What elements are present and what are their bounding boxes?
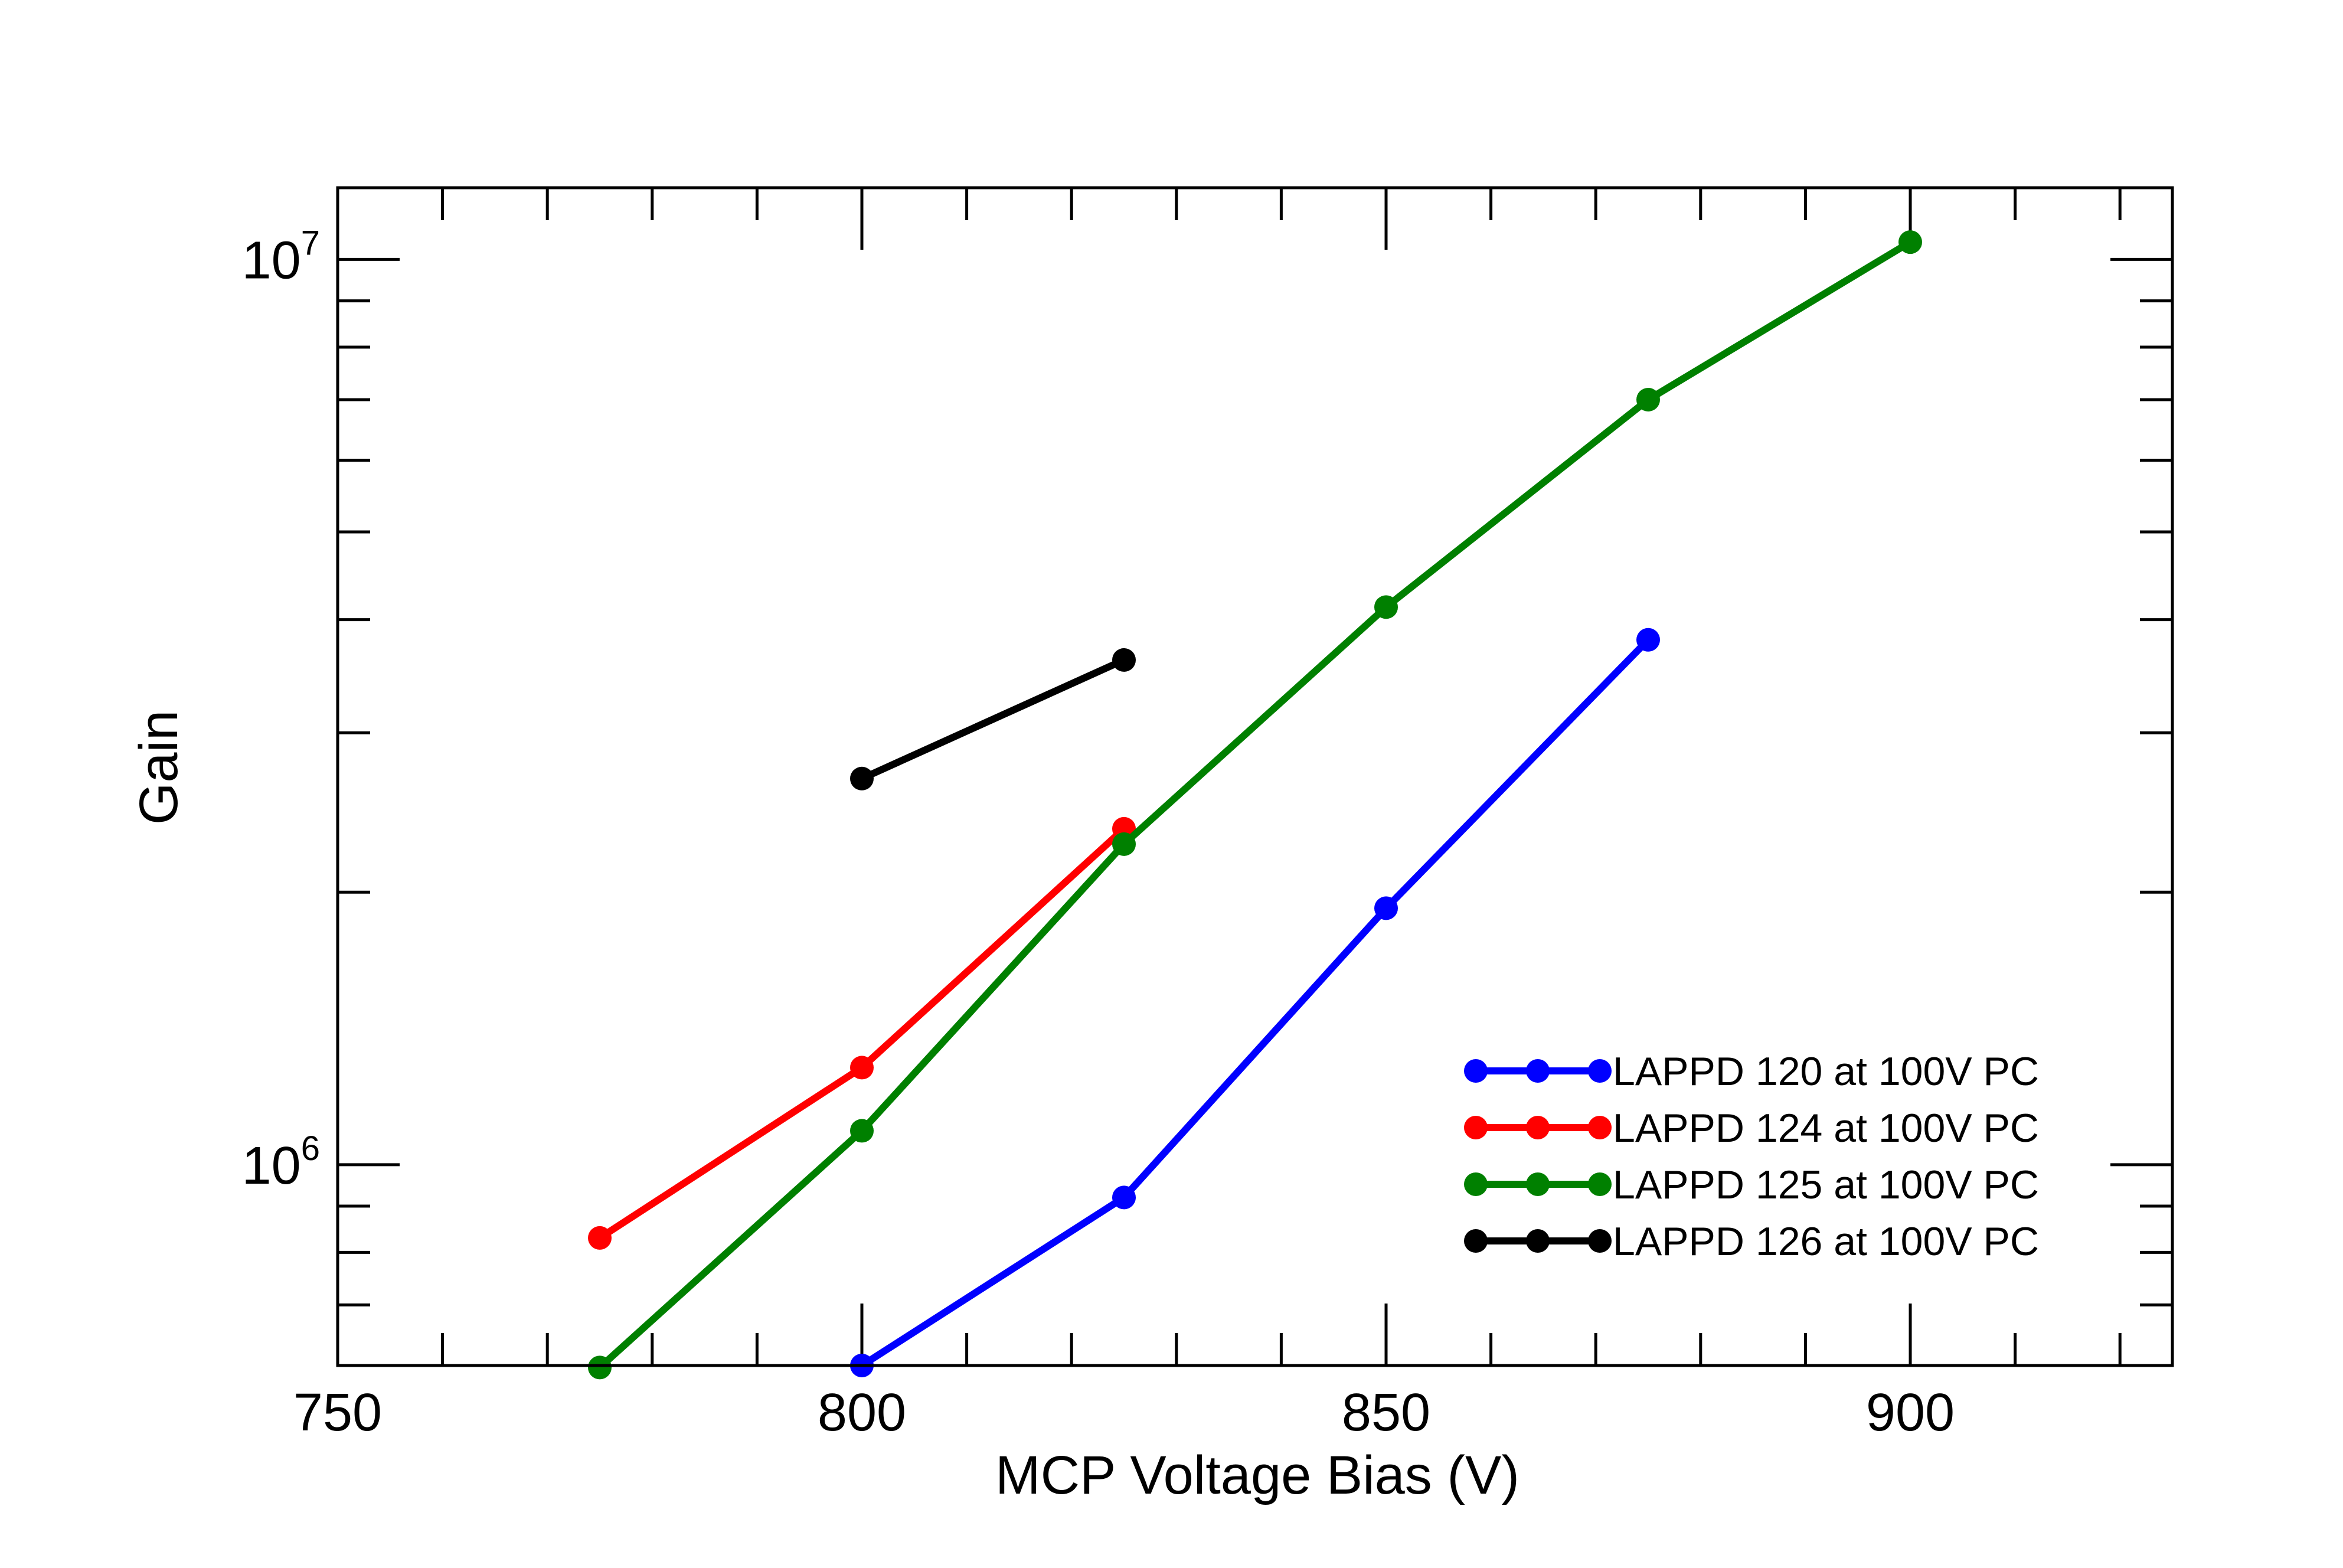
- data-point: [588, 1226, 612, 1250]
- legend-swatch-marker: [1526, 1172, 1550, 1196]
- legend-swatch-marker: [1588, 1059, 1612, 1083]
- legend-swatch-marker: [1588, 1172, 1612, 1196]
- legend-swatch-marker: [1588, 1116, 1612, 1139]
- tick-labels: 750 800 850 900 106 107: [242, 224, 1955, 1442]
- legend-swatch-marker: [1464, 1172, 1488, 1196]
- data-point: [1374, 595, 1398, 619]
- legend-swatch-marker: [1526, 1229, 1550, 1253]
- legend-label: LAPPD 120 at 100V PC: [1613, 1049, 2039, 1094]
- legend-swatch-marker: [1464, 1229, 1488, 1253]
- legend-swatch-marker: [1588, 1229, 1612, 1253]
- legend-label: LAPPD 125 at 100V PC: [1613, 1162, 2039, 1207]
- series-4: [850, 648, 1136, 790]
- legend-swatch-marker: [1526, 1116, 1550, 1139]
- plot-frame: [336, 186, 2174, 1367]
- data-point: [850, 1056, 874, 1080]
- tick-marks: [338, 188, 2172, 1366]
- legend-label: LAPPD 124 at 100V PC: [1613, 1106, 2039, 1151]
- data-point: [1112, 648, 1136, 672]
- data-point: [1898, 230, 1922, 254]
- legend-label: LAPPD 126 at 100V PC: [1613, 1219, 2039, 1264]
- y-tick-label: 106: [242, 1129, 320, 1195]
- series-line: [860, 637, 1651, 1369]
- series-line: [860, 656, 1126, 782]
- x-tick-label: 750: [293, 1383, 382, 1442]
- legend-swatch-marker: [1526, 1059, 1550, 1083]
- data-point: [850, 1119, 874, 1143]
- data-point: [588, 1355, 612, 1380]
- y-tick-label: 107: [242, 224, 320, 290]
- legend-entry: LAPPD 120 at 100V PC: [1464, 1049, 2039, 1094]
- data-point: [1112, 832, 1136, 856]
- series-line: [597, 239, 1913, 1370]
- data-point: [1374, 896, 1398, 920]
- data-point: [1636, 387, 1660, 411]
- legend-entry: LAPPD 125 at 100V PC: [1464, 1162, 2039, 1207]
- legend-swatch-marker: [1464, 1059, 1488, 1083]
- series-3: [588, 230, 1922, 1380]
- x-tick-label: 900: [1866, 1383, 1955, 1442]
- data-point: [850, 766, 874, 790]
- legend-swatch-marker: [1464, 1116, 1488, 1139]
- legend-entry: LAPPD 124 at 100V PC: [1464, 1106, 2039, 1151]
- x-axis-title: MCP Voltage Bias (V): [995, 1445, 1519, 1505]
- x-tick-label: 800: [818, 1383, 906, 1442]
- x-tick-label: 850: [1342, 1383, 1430, 1442]
- y-axis-title: Gain: [129, 710, 189, 825]
- legend: LAPPD 120 at 100V PC LAPPD 124 at 100V PC…: [1464, 1049, 2039, 1264]
- data-series: [588, 230, 1922, 1380]
- legend-entry: LAPPD 126 at 100V PC: [1464, 1219, 2039, 1264]
- data-point: [1112, 1185, 1136, 1210]
- data-point: [1636, 628, 1660, 652]
